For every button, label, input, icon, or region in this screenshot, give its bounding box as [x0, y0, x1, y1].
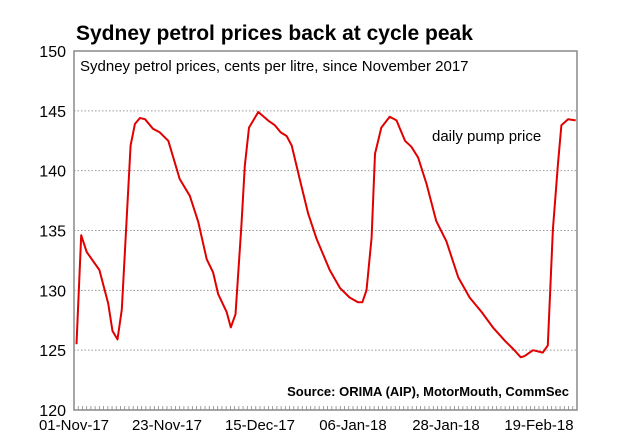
x-tick-label: 01-Nov-17: [39, 417, 109, 434]
x-tick-label: 15-Dec-17: [225, 417, 295, 434]
chart-title: Sydney petrol prices back at cycle peak: [76, 22, 473, 45]
source-note: Source: ORIMA (AIP), MotorMouth, CommSec: [287, 384, 569, 399]
x-tick-label: 19-Feb-18: [504, 417, 573, 434]
y-tick-label: 150: [39, 44, 66, 61]
y-tick-label: 135: [39, 224, 66, 241]
x-tick-label: 06-Jan-18: [319, 417, 387, 434]
y-tick-label: 120: [39, 403, 66, 420]
series-line-daily-pump-price: [75, 111, 576, 359]
y-tick-label: 145: [39, 104, 66, 121]
y-tick-label: 130: [39, 283, 66, 300]
y-tick-label: 125: [39, 343, 66, 360]
series-label: daily pump price: [432, 128, 541, 145]
x-tick-label: 23-Nov-17: [132, 417, 202, 434]
chart-subtitle: Sydney petrol prices, cents per litre, s…: [80, 58, 469, 75]
y-tick-label: 140: [39, 164, 66, 181]
plot-frame: [73, 50, 578, 411]
x-tick-label: 28-Jan-18: [412, 417, 480, 434]
